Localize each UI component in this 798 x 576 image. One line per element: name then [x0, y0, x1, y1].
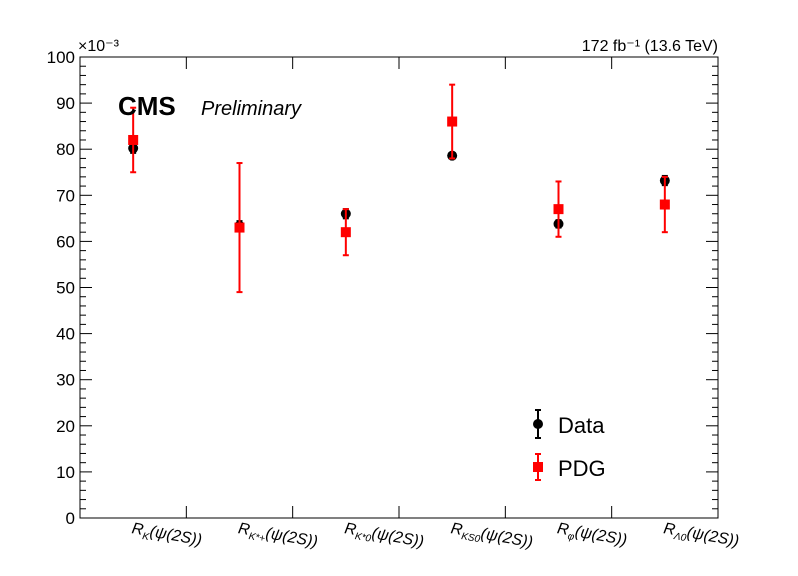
- legend-data-label: Data: [558, 413, 605, 438]
- y-multiplier-label: ×10⁻³: [78, 38, 120, 55]
- legend-pdg-label: PDG: [558, 456, 606, 481]
- category-label-text: Rφ(ψ(2S)): [555, 520, 628, 552]
- category-label-text: RK(ψ(2S)): [130, 520, 203, 552]
- experiment-label: CMS: [118, 91, 176, 121]
- category-label: Rφ(ψ(2S)): [555, 520, 629, 552]
- y-tick-label: 20: [56, 417, 75, 436]
- pdg-point: [659, 199, 670, 210]
- category-label: RK(ψ(2S)): [130, 520, 203, 552]
- status-label: Preliminary: [201, 98, 302, 120]
- category-label: RKS0(ψ(2S)): [449, 520, 534, 554]
- y-tick-label: 80: [56, 140, 75, 159]
- legend-data-marker: [533, 419, 543, 429]
- y-tick-label: 90: [56, 94, 75, 113]
- category-label: RΛ0(ψ(2S)): [662, 520, 741, 553]
- x-axis-ticks: [185, 57, 613, 518]
- legend-entry-pdg: PDG: [533, 453, 606, 481]
- category-labels: RK(ψ(2S)) RK*+(ψ(2S)) RK*0(ψ(2S)) RKS0(ψ(2S…: [130, 520, 741, 554]
- y-tick-label: 50: [56, 279, 75, 298]
- y-tick-label: 40: [56, 325, 75, 344]
- category-label-text: RK*+(ψ(2S)): [236, 520, 319, 554]
- category-label-text: RΛ0(ψ(2S)): [662, 520, 741, 553]
- plot-frame: [79, 56, 719, 519]
- plot-area-border: [79, 56, 719, 519]
- y-tick-label: 70: [56, 186, 75, 205]
- pdg-point: [128, 134, 139, 145]
- legend-entry-data: Data: [533, 409, 605, 439]
- y-tick-label: 0: [66, 509, 75, 528]
- category-label: RK*0(ψ(2S)): [343, 520, 425, 554]
- y-axis-ticks: 0 10 20 30 40 50 60 70 80 90 100: [47, 48, 718, 528]
- pdg-point: [553, 204, 564, 215]
- luminosity-label: 172 fb⁻¹ (13.6 TeV): [582, 38, 718, 55]
- pdg-point: [447, 116, 458, 127]
- category-label: RK*+(ψ(2S)): [236, 520, 319, 554]
- y-tick-label: 30: [56, 371, 75, 390]
- y-tick-label: 100: [47, 48, 75, 67]
- legend: Data PDG: [533, 409, 606, 481]
- legend-pdg-marker: [533, 462, 543, 472]
- category-label-text: RK*0(ψ(2S)): [343, 520, 425, 554]
- y-tick-label: 10: [56, 463, 75, 482]
- pdg-point: [234, 222, 245, 233]
- data-marks: [128, 83, 670, 294]
- y-tick-label: 60: [56, 232, 75, 251]
- category-label-text: RKS0(ψ(2S)): [449, 520, 534, 554]
- pdg-point: [340, 227, 351, 238]
